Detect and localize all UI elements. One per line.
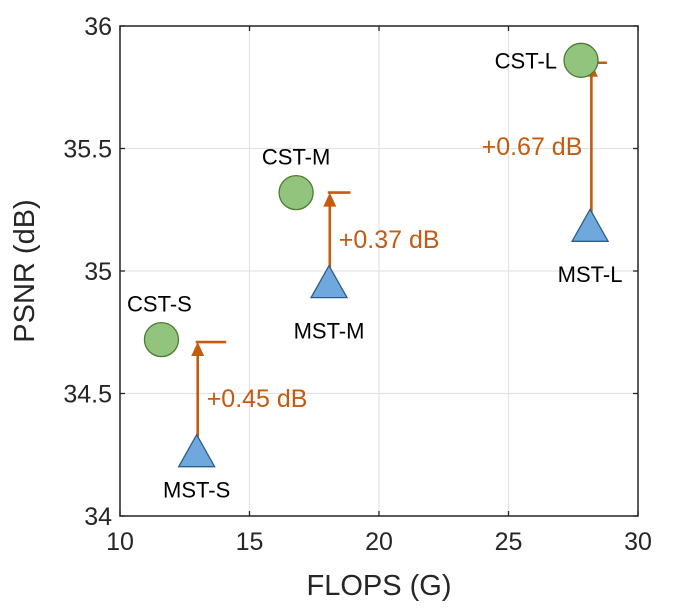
point-labels: CST-S CST-M CST-L MST-S MST-M MST-L [127, 48, 622, 502]
x-tick-label: 30 [624, 528, 652, 556]
point-label: MST-L [558, 262, 623, 287]
cst-marker [278, 174, 314, 211]
x-tick-label: 15 [236, 528, 264, 556]
mst-marker [570, 207, 610, 242]
point-label: MST-S [163, 477, 230, 502]
cst-marker [143, 321, 180, 358]
gain-arrow-head [323, 192, 337, 207]
point-label: CST-S [127, 292, 192, 317]
y-tick-label: 35 [84, 258, 112, 286]
gain-label: +0.67 dB [482, 133, 583, 161]
x-tick-label: 10 [106, 528, 134, 556]
cst-marker [563, 42, 599, 78]
mst-marker [177, 433, 216, 468]
y-tick-label: 34.5 [63, 381, 112, 409]
y-tick-label: 36 [84, 13, 112, 41]
y-axis-title: PSNR (dB) [9, 199, 41, 342]
x-tick-label: 20 [365, 528, 393, 556]
x-tick-label: 25 [495, 528, 523, 556]
mst-marker [309, 264, 349, 299]
point-label: CST-L [495, 48, 557, 73]
y-tick-label: 35.5 [63, 136, 112, 164]
gain-label: +0.45 dB [207, 385, 308, 413]
tick-labels: 10 15 20 25 30 34 34.5 35 35.5 36 [63, 13, 652, 556]
gain-annotations: +0.45 dB +0.37 dB +0.67 dB [191, 61, 607, 439]
x-axis-title: FLOPS (G) [306, 570, 451, 602]
data-markers [143, 42, 610, 468]
gain-arrow-head [191, 342, 205, 357]
point-label: MST-M [294, 318, 365, 343]
axes [119, 25, 639, 517]
gain-label: +0.37 dB [339, 226, 440, 254]
y-tick-label: 34 [84, 503, 112, 531]
point-label: CST-M [262, 145, 330, 170]
